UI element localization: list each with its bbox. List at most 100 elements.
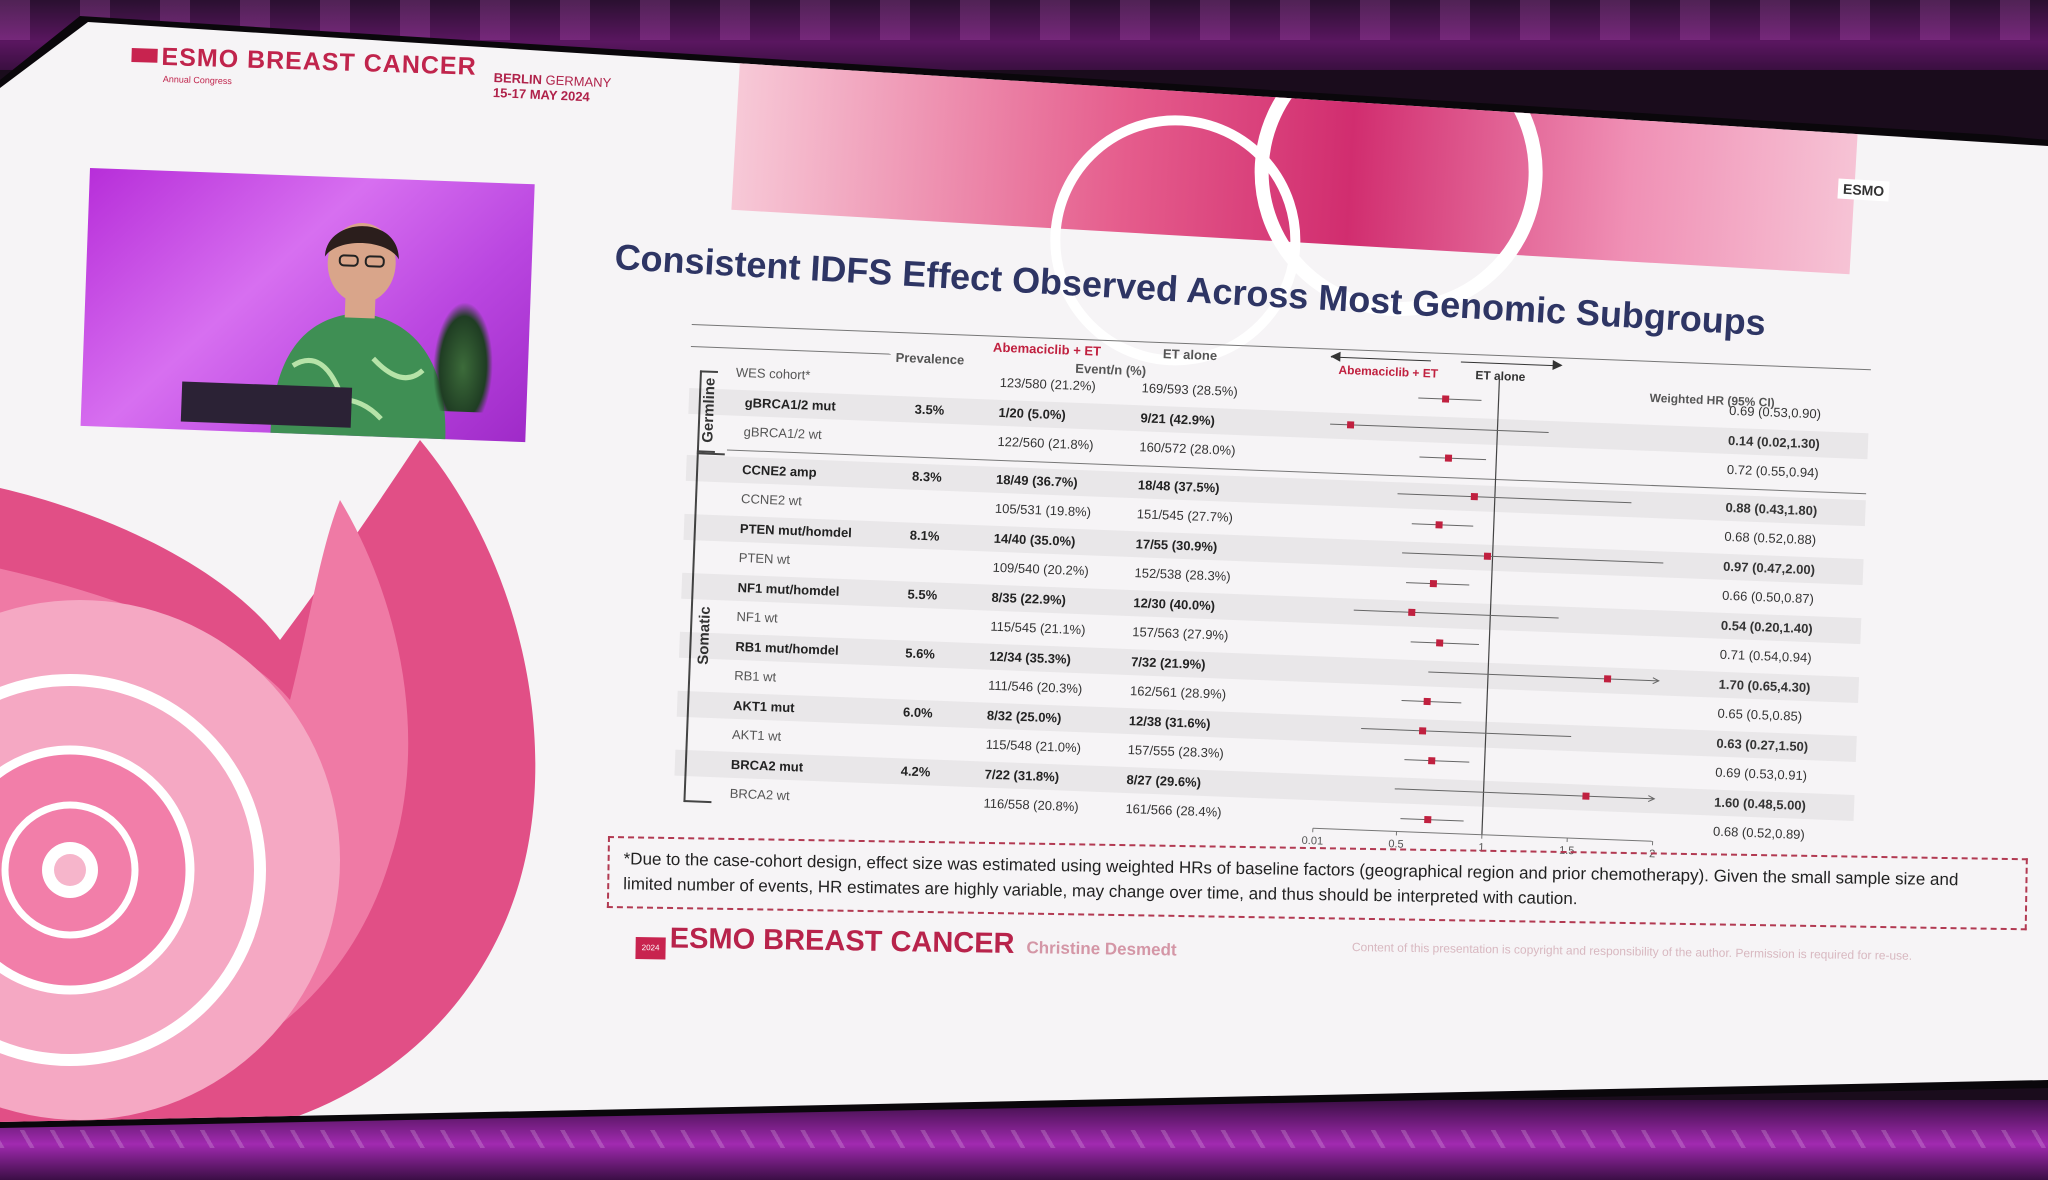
- prevalence-value: 8.3%: [911, 468, 943, 485]
- confidence-interval: [1361, 727, 1572, 738]
- abemaciclib-events: 109/540 (20.2%): [992, 559, 1089, 579]
- et-events: 7/32 (21.9%): [1130, 653, 1206, 672]
- header-sub-rule: [690, 345, 891, 355]
- hr-point-estimate: [1483, 552, 1492, 560]
- prevalence-value: 6.0%: [902, 703, 933, 721]
- subgroup-label: AKT1 mut: [732, 697, 795, 715]
- abemaciclib-events: 14/40 (35.0%): [993, 530, 1076, 549]
- ci-overflow-arrow: [1647, 795, 1656, 803]
- subgroup-label: NF1 wt: [736, 608, 779, 626]
- abemaciclib-events: 7/22 (31.8%): [984, 766, 1060, 784]
- confidence-interval: [1353, 609, 1559, 619]
- weighted-hr-value: 0.65 (0.5,0.85): [1717, 705, 1803, 724]
- et-events: 12/30 (40.0%): [1133, 594, 1216, 613]
- x-tick-label: 0.5: [1388, 838, 1404, 851]
- abemaciclib-events: 111/546 (20.3%): [987, 677, 1083, 697]
- forest-plot-table: Abemaciclib + ET ET alone Prevalence Eve…: [672, 318, 1871, 883]
- forest-plot: 0.01 0.5 1 1.5 2: [1301, 377, 1664, 860]
- speaker-video-feed: [80, 168, 535, 443]
- weighted-hr-value: 0.71 (0.54,0.94): [1719, 646, 1812, 666]
- weighted-hr-value: 1.70 (0.65,4.30): [1718, 676, 1811, 695]
- et-events: 9/21 (42.9%): [1140, 409, 1216, 428]
- hr-point-estimate: [1470, 493, 1478, 501]
- footer-logo-text: ESMO BREAST CANCER: [669, 922, 1015, 960]
- et-events: 160/572 (28.0%): [1139, 439, 1236, 458]
- x-tick-label: 1.5: [1559, 845, 1575, 858]
- et-events: 151/545 (27.7%): [1136, 506, 1234, 525]
- confidence-interval: [1418, 397, 1482, 401]
- et-events: 157/563 (27.9%): [1131, 624, 1229, 643]
- decorative-rose-artwork: [0, 440, 536, 1122]
- abemaciclib-events: 115/545 (21.1%): [990, 618, 1086, 638]
- x-tick-label: 1: [1478, 842, 1485, 854]
- subgroup-label: BRCA2 mut: [730, 756, 804, 775]
- abemaciclib-events: 18/49 (36.7%): [995, 471, 1078, 490]
- weighted-hr-value: 0.63 (0.27,1.50): [1716, 735, 1809, 754]
- weighted-hr-value: 0.54 (0.20,1.40): [1720, 617, 1814, 636]
- et-events: 162/561 (28.9%): [1129, 683, 1227, 702]
- et-events: 18/48 (37.5%): [1137, 476, 1220, 495]
- confidence-interval: [1402, 552, 1664, 564]
- hr-point-estimate: [1429, 580, 1438, 588]
- confidence-interval: [1394, 788, 1655, 800]
- prevalence-value: 5.5%: [907, 585, 938, 603]
- footer-year-badge: 2024: [635, 936, 666, 960]
- hr-point-estimate: [1582, 792, 1590, 800]
- subgroup-label: gBRCA1/2 mut: [744, 394, 837, 414]
- abemaciclib-events: 8/32 (25.0%): [986, 707, 1062, 725]
- hr-point-estimate: [1346, 421, 1355, 429]
- et-events: 157/555 (28.3%): [1127, 742, 1225, 761]
- venue-dates: 15-17 MAY 2024: [492, 84, 591, 105]
- confidence-interval: [1404, 759, 1470, 763]
- weighted-hr-value: 0.69 (0.53,0.90): [1728, 402, 1822, 422]
- weighted-hr-value: 0.88 (0.43,1.80): [1725, 499, 1818, 518]
- header-prevalence: Prevalence: [895, 349, 965, 368]
- confidence-interval: [1397, 493, 1632, 504]
- subgroup-label: PTEN wt: [738, 549, 791, 567]
- header-arm-abemaciclib: Abemaciclib + ET: [992, 339, 1102, 359]
- confidence-interval: [1330, 423, 1549, 433]
- confidence-interval: [1428, 671, 1659, 682]
- hr-point-estimate: [1444, 454, 1453, 462]
- confidence-interval: [1419, 456, 1487, 461]
- prevalence-value: 8.1%: [909, 527, 940, 544]
- confidence-interval: [1406, 582, 1470, 586]
- hr-point-estimate: [1423, 697, 1431, 706]
- et-events: 12/38 (31.6%): [1128, 712, 1211, 731]
- prevalence-value: 5.6%: [905, 644, 936, 662]
- footer-congress-logo: 2024 ESMO BREAST CANCER Christine Desmedt: [635, 922, 1177, 967]
- abemaciclib-events: 12/34 (35.3%): [988, 648, 1072, 667]
- et-events: 161/566 (28.4%): [1125, 801, 1222, 820]
- subgroup-label: WES cohort*: [735, 364, 811, 383]
- et-events: 169/593 (28.5%): [1141, 380, 1238, 399]
- confidence-interval: [1400, 818, 1464, 822]
- et-events: 8/27 (29.6%): [1126, 771, 1202, 790]
- weighted-hr-value: 0.66 (0.50,0.87): [1721, 587, 1815, 607]
- logo-badge: [131, 47, 158, 63]
- header-arm-et: ET alone: [1162, 346, 1218, 364]
- copyright-notice: Content of this presentation is copyrigh…: [1351, 940, 1913, 963]
- abemaciclib-events: 8/35 (22.9%): [991, 589, 1067, 608]
- prevalence-value: 3.5%: [914, 401, 945, 418]
- confidence-interval: [1410, 641, 1479, 645]
- venue-info: BERLIN GERMANY 15-17 MAY 2024: [493, 70, 612, 105]
- lectern: [180, 381, 353, 428]
- abemaciclib-events: 122/560 (21.8%): [997, 433, 1094, 453]
- hr-point-estimate: [1424, 815, 1432, 824]
- subgroup-label: PTEN mut/homdel: [739, 520, 853, 540]
- subgroup-label: CCNE2 amp: [741, 461, 817, 480]
- congress-logo: ESMO BREAST CANCER Annual Congress: [131, 42, 477, 94]
- weighted-hr-value: 0.69 (0.53,0.91): [1715, 764, 1808, 784]
- abemaciclib-events: 116/558 (20.8%): [983, 795, 1079, 815]
- subgroup-label: AKT1 wt: [731, 726, 782, 744]
- prevalence-value: 4.2%: [900, 762, 931, 779]
- hr-point-estimate: [1418, 727, 1427, 735]
- subgroup-label: RB1 wt: [734, 667, 777, 685]
- et-events: 17/55 (30.9%): [1135, 535, 1218, 554]
- abemaciclib-events: 115/548 (21.0%): [985, 736, 1082, 756]
- weighted-hr-value: 0.68 (0.52,0.88): [1724, 528, 1817, 548]
- x-axis: [1312, 827, 1653, 842]
- stage-plant: [431, 300, 496, 413]
- subgroup-label: NF1 mut/homdel: [737, 579, 840, 599]
